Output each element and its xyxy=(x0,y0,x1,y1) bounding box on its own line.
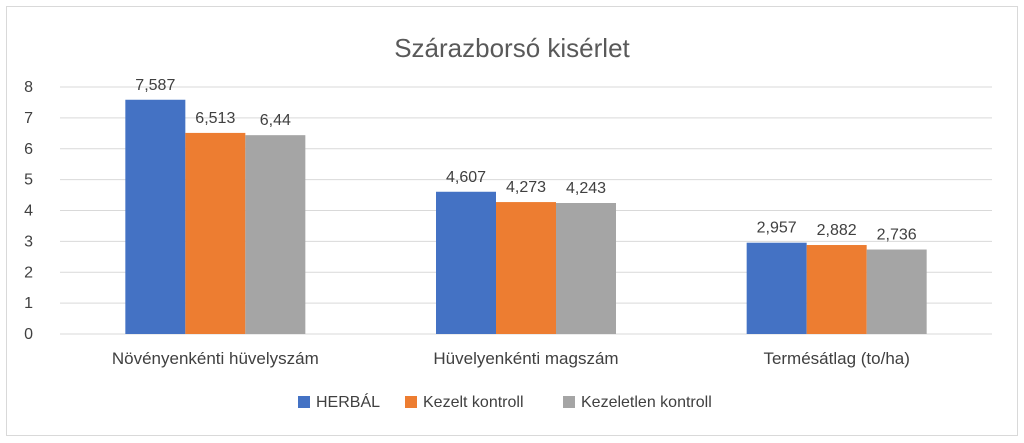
chart-title: Szárazborsó kisérlet xyxy=(394,33,630,63)
chart-frame: Szárazborsó kisérlet 0 1 2 3 4 5 6 7 8 7,587 6,51… xyxy=(6,6,1018,436)
legend-swatch xyxy=(298,396,310,408)
bar xyxy=(806,245,867,334)
y-tick-label: 5 xyxy=(24,172,33,189)
category-label: Hüvelyenkénti magszám xyxy=(433,349,618,368)
bar xyxy=(746,242,807,334)
bar-chart: Szárazborsó kisérlet 0 1 2 3 4 5 6 7 8 7,587 6,51… xyxy=(24,33,992,411)
data-label: 6,513 xyxy=(195,110,235,127)
data-labels: 7,587 6,513 6,44 4,607 4,273 4,243 2,957 2,882 2… xyxy=(135,77,916,244)
bar xyxy=(125,99,186,334)
y-tick-label: 6 xyxy=(24,141,33,158)
y-tick-label: 3 xyxy=(24,233,33,250)
legend-swatch xyxy=(563,396,575,408)
bar xyxy=(496,202,556,334)
legend-swatch xyxy=(405,396,417,408)
category-labels: Növényenkénti hüvelyszám Hüvelyenkénti ma… xyxy=(112,349,910,368)
legend-label: Kezelt kontroll xyxy=(423,394,524,411)
data-label: 4,607 xyxy=(446,169,486,186)
data-label: 7,587 xyxy=(135,77,175,94)
data-label: 2,957 xyxy=(757,220,797,237)
bars xyxy=(125,99,927,334)
legend-label: Kezeletlen kontroll xyxy=(581,394,712,411)
legend-label: HERBÁL xyxy=(316,392,380,411)
data-label: 4,243 xyxy=(566,180,606,197)
category-label: Termésátlag (to/ha) xyxy=(763,349,909,368)
y-tick-label: 0 xyxy=(24,326,33,343)
y-axis-ticks: 0 1 2 3 4 5 6 7 8 xyxy=(24,79,33,343)
legend: HERBÁL Kezelt kontroll Kezeletlen kontroll xyxy=(298,392,712,411)
y-tick-label: 7 xyxy=(24,110,33,127)
data-label: 4,273 xyxy=(506,179,546,196)
data-label: 2,736 xyxy=(877,227,917,244)
y-tick-label: 1 xyxy=(24,295,33,312)
y-tick-label: 4 xyxy=(24,203,33,220)
data-label: 2,882 xyxy=(817,222,857,239)
bar xyxy=(436,191,496,334)
bar xyxy=(866,249,927,334)
y-tick-label: 8 xyxy=(24,79,33,96)
bar xyxy=(245,135,306,334)
bar xyxy=(556,202,616,334)
category-label: Növényenkénti hüvelyszám xyxy=(112,349,319,368)
y-tick-label: 2 xyxy=(24,264,33,281)
data-label: 6,44 xyxy=(260,112,291,129)
bar xyxy=(185,132,246,334)
